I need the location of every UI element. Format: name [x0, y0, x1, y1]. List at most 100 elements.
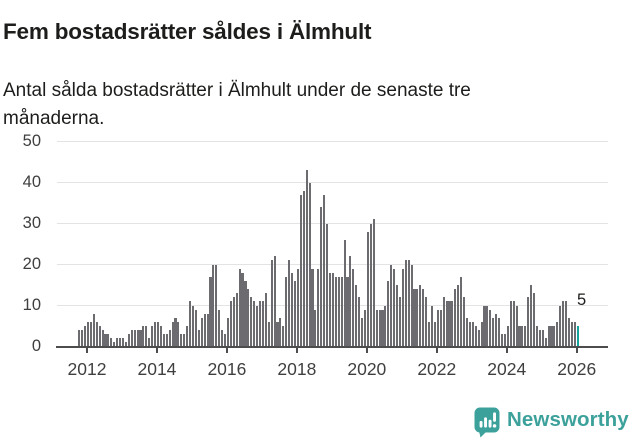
bar: [241, 272, 244, 347]
bar: [544, 338, 547, 347]
bar: [247, 289, 250, 347]
bar: [110, 338, 113, 347]
bar: [189, 301, 192, 347]
bar: [521, 326, 524, 347]
bar: [334, 276, 337, 347]
newsworthy-logo-icon: [474, 407, 500, 438]
bar: [124, 342, 127, 347]
y-axis-label: 20: [22, 255, 41, 273]
bar: [81, 330, 84, 347]
bar: [428, 321, 431, 347]
bar: [407, 260, 410, 347]
bar: [186, 326, 189, 347]
bar: [559, 305, 562, 347]
bar: [119, 338, 122, 347]
bar: [570, 321, 573, 347]
bar: [215, 264, 218, 347]
bar: [425, 297, 428, 347]
bar: [296, 268, 299, 347]
bar: [433, 321, 436, 347]
bar: [331, 272, 334, 347]
bar: [165, 334, 168, 347]
bar: [203, 313, 206, 347]
bar: [232, 297, 235, 347]
x-axis-label: 2016: [207, 358, 247, 379]
bar: [436, 309, 439, 347]
x-axis-label: 2026: [557, 358, 597, 379]
bar: [465, 317, 469, 347]
bar: [352, 268, 355, 347]
bar: [328, 272, 332, 347]
bar: [267, 321, 270, 347]
bar: [212, 264, 215, 347]
bar: [524, 326, 527, 347]
bar: [547, 326, 550, 347]
bar: [253, 301, 256, 347]
bar: [384, 305, 387, 347]
bar: [498, 317, 501, 347]
bar: [527, 297, 530, 347]
bar: [293, 280, 297, 347]
bar: [503, 334, 506, 347]
bar: [463, 297, 466, 347]
bar: [323, 194, 326, 347]
bar: [224, 334, 227, 347]
highlighted-bar: [576, 326, 579, 347]
bar: [264, 293, 267, 347]
bar: [244, 280, 247, 347]
x-axis-tick: [225, 347, 228, 353]
gridline: [57, 140, 608, 143]
bar: [121, 338, 125, 347]
x-axis-line: [56, 345, 608, 348]
gridline: [57, 181, 608, 184]
bar: [486, 305, 489, 347]
gridline: [57, 222, 608, 225]
bar: [346, 276, 349, 347]
bar: [191, 305, 195, 347]
bar: [168, 330, 171, 347]
bar: [416, 289, 419, 347]
bar: [308, 182, 311, 347]
bar: [305, 170, 308, 347]
bar: [451, 301, 454, 347]
bar: [200, 317, 203, 347]
bar: [361, 317, 364, 347]
bar: [395, 285, 399, 347]
bar: [366, 231, 369, 347]
bar: [104, 334, 107, 347]
newsworthy-brand-label: Newsworthy: [507, 408, 629, 431]
bar: [136, 330, 139, 347]
bar: [509, 301, 512, 347]
newsworthy-brand-link[interactable]: Newsworthy: [474, 406, 629, 438]
y-axis-label: 30: [22, 214, 41, 232]
bar: [448, 301, 451, 347]
bar: [314, 309, 317, 347]
bar: [495, 313, 498, 347]
bar: [250, 297, 253, 347]
bar: [226, 317, 229, 347]
bar: [381, 309, 384, 347]
bar: [538, 330, 541, 347]
bar: [553, 326, 556, 347]
bar: [541, 330, 544, 347]
bar: [302, 190, 305, 347]
bar: [468, 321, 471, 347]
bar: [404, 260, 407, 347]
bar: [372, 219, 375, 347]
bar: [340, 276, 343, 347]
bar: [410, 264, 413, 347]
bar: [457, 285, 460, 347]
bar: [238, 268, 241, 347]
bar: [483, 305, 486, 347]
bar: [311, 268, 314, 347]
bar: [159, 326, 162, 347]
bar: [291, 272, 294, 347]
chart-subtitle: Antal sålda bostadsrätter i Älmhult unde…: [3, 80, 471, 129]
y-axis-label: 0: [31, 337, 41, 355]
y-axis-label: 50: [22, 132, 41, 150]
bar: [556, 321, 559, 347]
bar: [197, 330, 200, 347]
bar: [500, 334, 504, 347]
x-axis-label: 2020: [347, 358, 387, 379]
bar: [127, 334, 130, 347]
